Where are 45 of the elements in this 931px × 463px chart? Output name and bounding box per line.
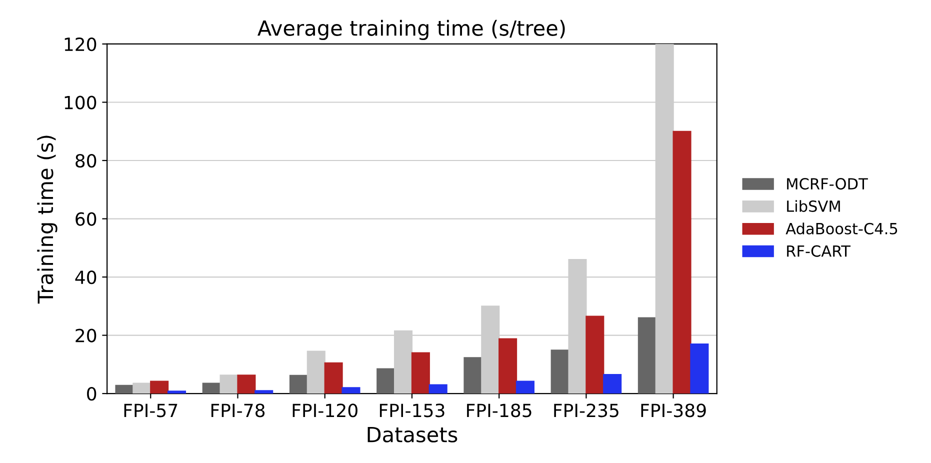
legend-label: LibSVM — [787, 200, 840, 212]
bar — [376, 368, 396, 394]
bar — [220, 374, 238, 394]
y-tick-label: 120 — [64, 37, 96, 52]
y-tick-label: 60 — [76, 212, 96, 226]
y-axis-title: Training time (s) — [37, 136, 58, 304]
x-tick-label: FPI-120 — [292, 404, 358, 418]
y-tick-label: 20 — [76, 328, 96, 342]
bar — [115, 384, 134, 394]
y-tick-label: 40 — [75, 270, 96, 284]
bar — [132, 382, 152, 394]
bar — [498, 338, 518, 394]
legend-label: MCRF-ODT — [787, 178, 868, 190]
x-tick-label: FPI-185 — [467, 404, 532, 418]
y-tick-label: 100 — [64, 96, 96, 110]
bar — [603, 374, 622, 394]
bar — [306, 350, 326, 394]
bar — [586, 316, 604, 394]
y-tick-label: 0 — [87, 387, 96, 401]
x-tick-label: FPI-153 — [380, 404, 444, 418]
bar — [690, 343, 709, 394]
x-axis-title: Datasets — [368, 426, 458, 442]
bar — [254, 390, 274, 394]
chart-title: Average training time (s/tree) — [258, 20, 565, 40]
bar — [516, 380, 534, 394]
x-tick-label: FPI-57 — [124, 404, 178, 418]
bar — [411, 352, 430, 394]
bar — [150, 380, 169, 394]
bar — [428, 384, 448, 394]
bar — [202, 382, 221, 394]
bar — [550, 350, 570, 394]
bar — [324, 362, 343, 394]
bar — [237, 374, 256, 394]
legend-label: AdaBoost-C4.5 — [786, 222, 898, 234]
bar — [672, 130, 692, 394]
bar — [342, 387, 360, 394]
bar — [464, 357, 482, 394]
bar — [638, 317, 656, 394]
y-tick-label: 80 — [76, 154, 96, 168]
bar — [289, 374, 308, 394]
x-tick-label: FPI-389 — [641, 404, 706, 418]
legend-label: RF-CART — [787, 245, 851, 257]
x-tick-label: FPI-78 — [211, 404, 265, 418]
bar — [167, 390, 186, 394]
x-tick-label: FPI-235 — [554, 404, 618, 418]
